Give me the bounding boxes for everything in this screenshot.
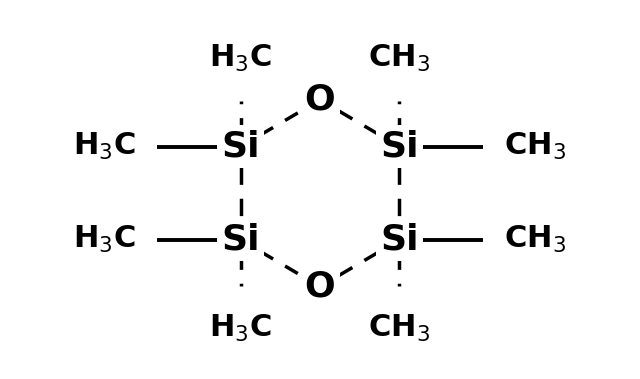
Text: O: O <box>305 83 335 117</box>
Text: Si: Si <box>221 130 260 164</box>
Text: H$_3$C: H$_3$C <box>74 224 136 255</box>
Text: CH$_3$: CH$_3$ <box>504 224 566 255</box>
Text: O: O <box>305 269 335 304</box>
Text: H$_3$C: H$_3$C <box>209 313 272 344</box>
Text: CH$_3$: CH$_3$ <box>504 131 566 162</box>
Text: CH$_3$: CH$_3$ <box>368 42 430 74</box>
Text: H$_3$C: H$_3$C <box>209 42 272 74</box>
Text: H$_3$C: H$_3$C <box>74 131 136 162</box>
Text: Si: Si <box>380 130 419 164</box>
Text: Si: Si <box>221 223 260 257</box>
Text: Si: Si <box>380 223 419 257</box>
Text: CH$_3$: CH$_3$ <box>368 313 430 344</box>
